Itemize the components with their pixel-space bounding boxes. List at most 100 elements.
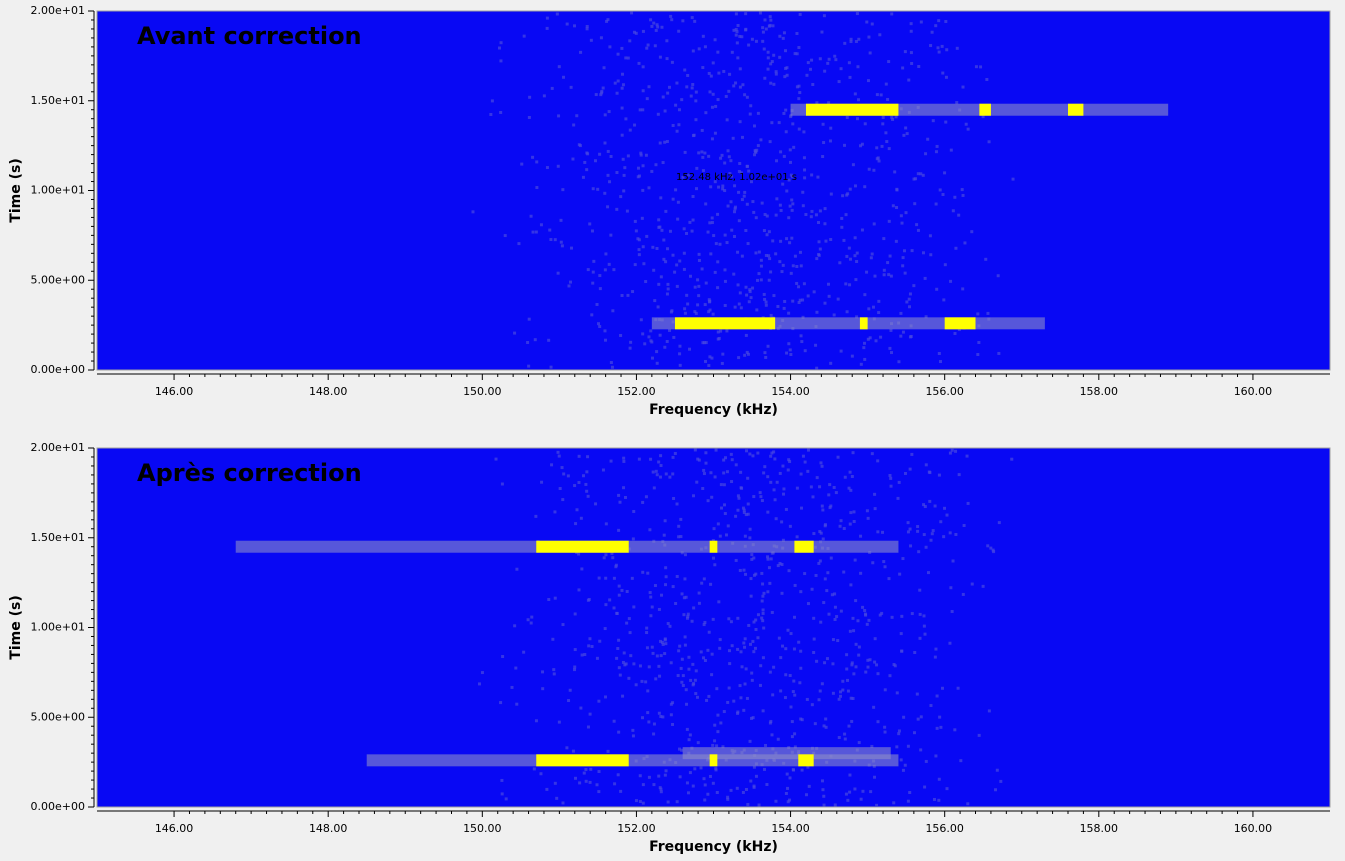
- noise: [837, 80, 841, 84]
- noise: [718, 646, 722, 650]
- noise: [671, 124, 675, 128]
- noise: [999, 779, 1003, 783]
- noise: [751, 454, 755, 458]
- noise: [831, 662, 835, 666]
- noise: [853, 92, 857, 96]
- noise: [784, 108, 788, 112]
- noise: [959, 759, 963, 763]
- noise: [848, 470, 852, 474]
- noise: [857, 741, 861, 745]
- noise: [748, 739, 752, 743]
- noise: [664, 260, 668, 264]
- noise: [582, 771, 586, 775]
- noise: [549, 365, 553, 369]
- noise: [559, 240, 563, 244]
- noise: [883, 565, 887, 569]
- noise: [529, 214, 533, 218]
- noise: [923, 276, 927, 280]
- noise: [729, 200, 733, 204]
- noise: [691, 134, 695, 138]
- noise: [570, 246, 574, 250]
- noise: [747, 300, 751, 304]
- noise: [948, 451, 952, 455]
- noise: [711, 92, 715, 96]
- noise: [754, 251, 758, 255]
- noise: [545, 166, 549, 170]
- noise: [685, 293, 689, 297]
- noise: [750, 37, 754, 41]
- noise: [629, 340, 633, 344]
- noise: [713, 270, 717, 274]
- noise: [756, 278, 760, 282]
- noise: [680, 748, 684, 752]
- noise: [598, 325, 602, 329]
- noise: [949, 586, 953, 590]
- noise: [514, 666, 518, 670]
- noise: [664, 472, 668, 476]
- noise: [603, 268, 607, 272]
- noise: [848, 257, 852, 261]
- noise: [640, 679, 644, 683]
- noise: [625, 590, 629, 594]
- noise: [902, 133, 906, 137]
- noise: [882, 237, 886, 241]
- noise: [663, 345, 667, 349]
- noise: [782, 306, 786, 310]
- noise: [584, 482, 588, 486]
- noise: [659, 787, 663, 791]
- noise: [884, 82, 888, 86]
- noise: [748, 290, 752, 294]
- noise: [883, 725, 887, 729]
- x-tick-label: 152.00: [617, 385, 656, 398]
- noise: [1011, 177, 1015, 181]
- noise: [650, 605, 654, 609]
- noise: [852, 510, 856, 514]
- noise: [787, 569, 791, 573]
- noise: [688, 733, 692, 737]
- noise: [610, 365, 614, 369]
- noise: [965, 454, 969, 458]
- noise: [789, 705, 793, 709]
- noise: [847, 246, 851, 250]
- noise: [930, 532, 934, 536]
- noise: [705, 698, 709, 702]
- noise: [806, 294, 810, 298]
- noise: [829, 361, 833, 365]
- noise: [940, 686, 944, 690]
- noise: [706, 499, 710, 503]
- noise: [870, 452, 874, 456]
- noise: [802, 130, 806, 134]
- noise: [775, 197, 779, 201]
- noise: [679, 517, 683, 521]
- noise: [647, 186, 651, 190]
- noise: [912, 284, 916, 288]
- noise: [798, 250, 802, 254]
- noise: [746, 502, 750, 506]
- noise: [657, 460, 661, 464]
- y-tick-label: 2.00e+01: [31, 4, 85, 17]
- noise: [784, 49, 788, 53]
- noise: [797, 640, 801, 644]
- noise: [986, 544, 990, 548]
- noise: [824, 725, 828, 729]
- noise: [793, 732, 797, 736]
- noise: [830, 593, 834, 597]
- noise: [795, 32, 799, 36]
- noise: [758, 11, 762, 15]
- noise: [726, 797, 730, 801]
- noise: [770, 60, 774, 64]
- noise: [648, 591, 652, 595]
- noise: [793, 52, 797, 56]
- noise: [708, 355, 712, 359]
- noise: [736, 23, 740, 27]
- noise: [904, 211, 908, 215]
- noise: [765, 233, 769, 237]
- noise: [906, 530, 910, 534]
- noise: [829, 556, 833, 560]
- noise: [860, 142, 864, 146]
- noise: [783, 299, 787, 303]
- noise: [882, 268, 886, 272]
- noise: [513, 331, 517, 335]
- noise: [836, 455, 840, 459]
- noise: [935, 726, 939, 730]
